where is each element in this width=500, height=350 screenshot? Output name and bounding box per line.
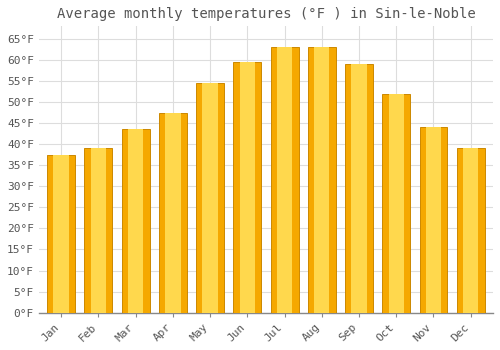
Bar <box>463 148 478 313</box>
Bar <box>240 62 255 313</box>
Bar <box>234 62 262 313</box>
Title: Average monthly temperatures (°F ) in Sin-le-Noble: Average monthly temperatures (°F ) in Si… <box>56 7 476 21</box>
Bar <box>420 127 448 313</box>
Bar <box>128 130 144 313</box>
Bar <box>308 47 336 313</box>
Bar <box>457 148 484 313</box>
Bar <box>165 113 180 313</box>
Bar <box>196 83 224 313</box>
Bar <box>122 130 150 313</box>
Bar <box>314 47 330 313</box>
Bar <box>202 83 218 313</box>
Bar <box>159 113 187 313</box>
Bar <box>388 94 404 313</box>
Bar <box>345 64 373 313</box>
Bar <box>270 47 298 313</box>
Bar <box>382 94 410 313</box>
Bar <box>426 127 441 313</box>
Bar <box>352 64 366 313</box>
Bar <box>54 155 69 313</box>
Bar <box>47 155 75 313</box>
Bar <box>277 47 292 313</box>
Bar <box>84 148 112 313</box>
Bar <box>90 148 106 313</box>
